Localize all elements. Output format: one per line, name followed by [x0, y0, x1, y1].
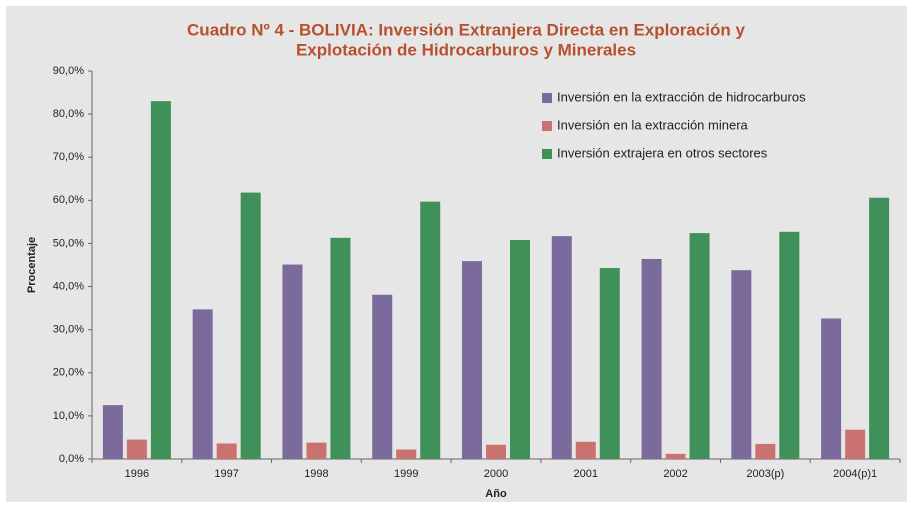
- y-tick-label: 80,0%: [53, 108, 84, 120]
- bar: [641, 258, 662, 459]
- bar: [126, 439, 147, 459]
- bar: [102, 405, 123, 459]
- y-tick-label: 50,0%: [53, 237, 84, 249]
- bar: [330, 237, 351, 459]
- legend-swatch: [542, 121, 552, 131]
- x-axis-title: Año: [485, 488, 507, 500]
- bar: [689, 233, 710, 459]
- bar: [510, 239, 530, 459]
- y-axis-title: Procentaje: [26, 237, 38, 293]
- bar: [462, 261, 482, 459]
- y-tick-label: 30,0%: [53, 324, 84, 336]
- x-tick-label: 2003(p): [746, 468, 784, 480]
- bar: [150, 101, 171, 459]
- bar: [192, 309, 213, 459]
- bar: [755, 443, 776, 459]
- legend-label: Inversión extrajera en otros sectores: [557, 145, 768, 160]
- y-tick-label: 10,0%: [53, 410, 84, 422]
- legend-swatch: [542, 149, 552, 159]
- bar: [779, 231, 800, 459]
- bar: [821, 318, 842, 459]
- bar: [486, 444, 506, 459]
- bar: [599, 268, 620, 459]
- y-tick-label: 60,0%: [53, 194, 84, 206]
- bar: [845, 429, 866, 459]
- bar: [240, 192, 261, 459]
- x-tick-label: 2004(p)1: [833, 468, 877, 480]
- y-tick-label: 40,0%: [53, 280, 84, 292]
- x-tick-label: 1998: [304, 468, 328, 480]
- chart-title: Explotación de Hidrocarburos y Minerales: [296, 40, 636, 59]
- bar: [372, 294, 393, 459]
- bar: [216, 443, 237, 459]
- y-tick-label: 20,0%: [53, 367, 84, 379]
- legend-label: Inversión en la extracción de hidrocarbu…: [557, 89, 806, 104]
- bar: [306, 442, 327, 459]
- bar: [575, 441, 596, 459]
- x-tick-label: 1999: [394, 468, 418, 480]
- chart-title: Cuadro Nº 4 - BOLIVIA: Inversión Extranj…: [187, 20, 745, 39]
- bar: [420, 201, 441, 460]
- y-tick-label: 90,0%: [53, 65, 84, 77]
- x-tick-label: 2000: [484, 468, 508, 480]
- x-tick-label: 2002: [663, 468, 687, 480]
- bar: [282, 264, 303, 459]
- bar: [551, 236, 572, 459]
- legend-swatch: [542, 93, 552, 103]
- y-tick-label: 70,0%: [53, 151, 84, 163]
- x-tick-label: 2001: [574, 468, 598, 480]
- x-tick-label: 1996: [125, 468, 149, 480]
- bar: [396, 449, 417, 459]
- y-tick-label: 0,0%: [59, 453, 84, 465]
- bar: [665, 453, 686, 459]
- legend-label: Inversión en la extracción minera: [557, 117, 749, 132]
- x-tick-label: 1997: [214, 468, 238, 480]
- chart-background: [6, 6, 907, 502]
- bar: [731, 270, 752, 459]
- bar: [869, 197, 890, 459]
